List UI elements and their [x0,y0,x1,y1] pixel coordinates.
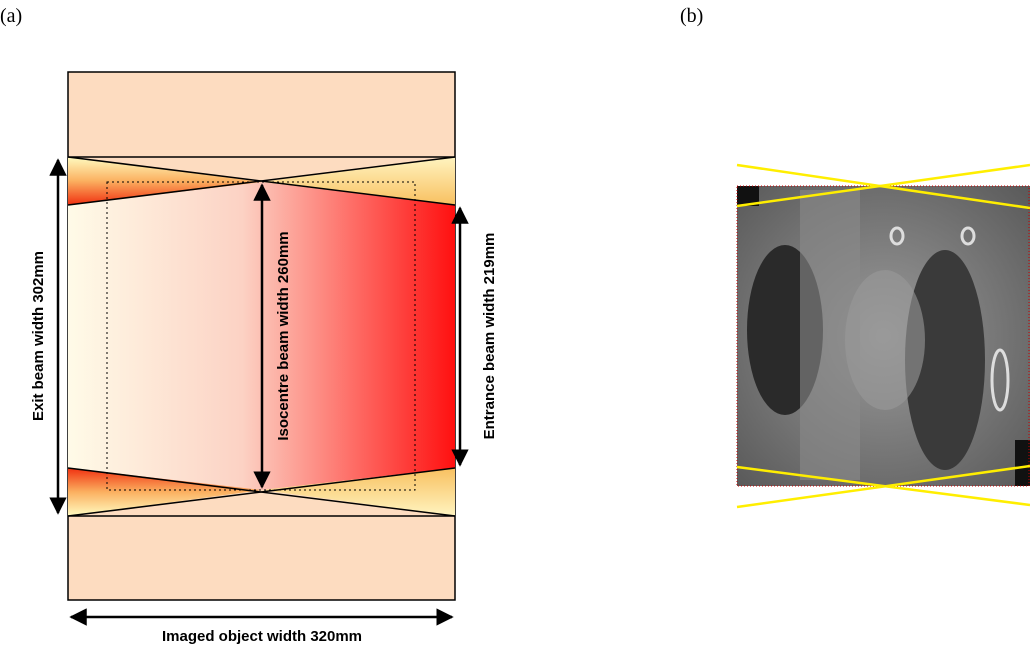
exit-label: Exit beam width 302mm [30,251,47,421]
ct-image [737,186,1030,486]
figure: (a) (b) Exit beam width 302mm Isocentre … [0,0,1030,651]
panel-label: (b) [680,5,703,27]
isocentre-label: Isocentre beam width 260mm [275,231,292,440]
panel-label: (a) [0,5,22,27]
object-label: Imaged object width 320mm [162,628,362,645]
entrance-label: Entrance beam width 219mm [481,233,498,440]
